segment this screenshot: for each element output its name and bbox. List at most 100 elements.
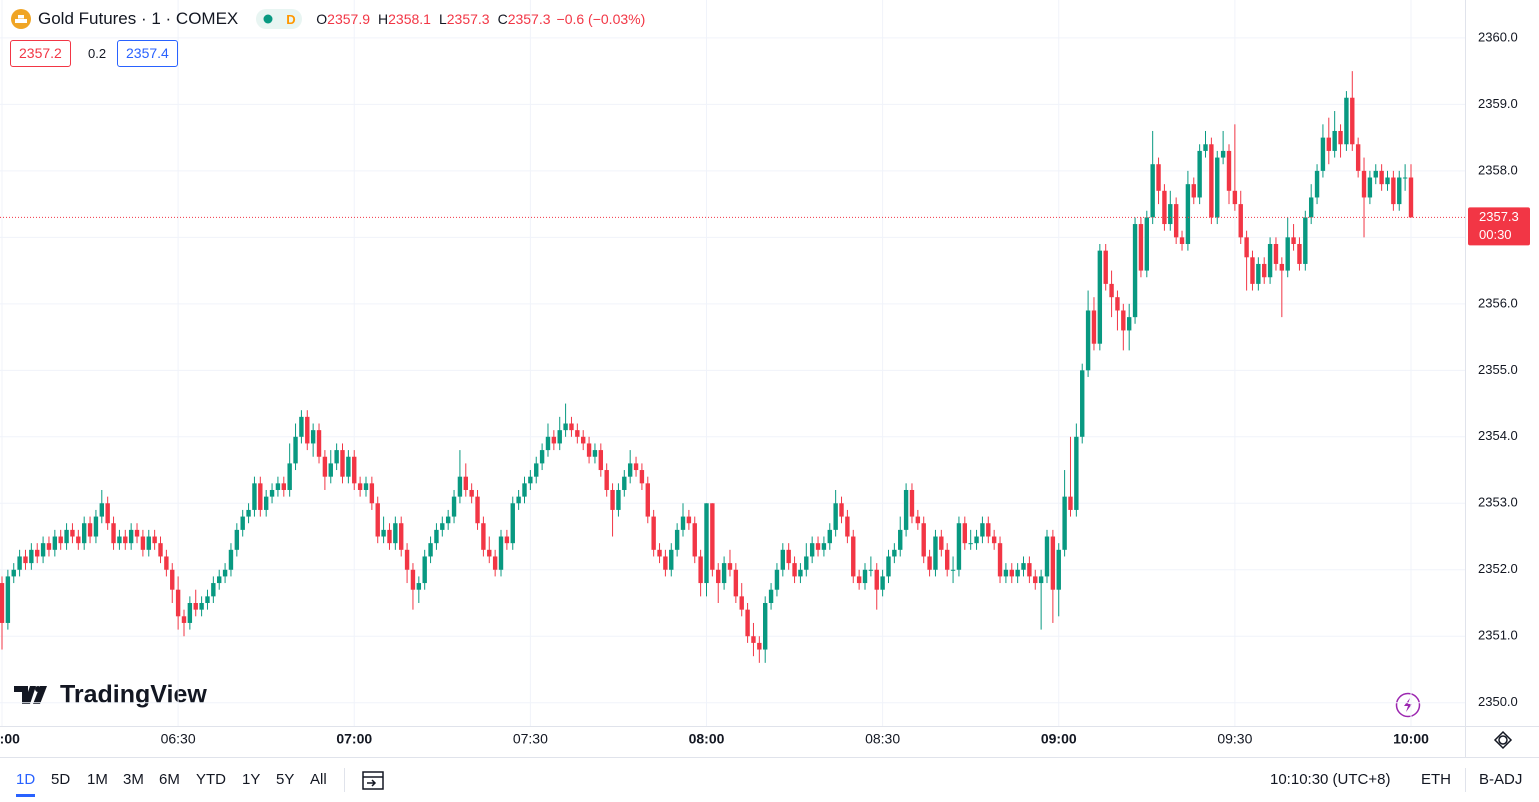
candle-body — [1279, 263, 1285, 271]
candle-body — [510, 503, 515, 544]
candle-body — [1220, 150, 1226, 158]
candle-body — [1080, 370, 1085, 437]
x-tick-label: 08:00 — [689, 731, 725, 747]
candle-body — [99, 503, 104, 517]
candle-body — [1291, 237, 1296, 244]
candle-body — [23, 556, 28, 564]
candle-body — [199, 603, 204, 610]
range-button[interactable]: 1D — [16, 771, 36, 797]
range-button[interactable]: 1Y — [242, 771, 261, 788]
candle-body — [581, 436, 586, 444]
candle-body — [1009, 569, 1014, 577]
candle-body — [399, 523, 404, 550]
candle-body — [575, 430, 580, 437]
candle-body — [205, 596, 210, 604]
candle-body — [604, 470, 609, 490]
candle-body — [1232, 190, 1238, 205]
candle-body — [1074, 436, 1079, 510]
candle-body — [786, 549, 791, 564]
ohlc-value: 2357.3 — [446, 11, 490, 27]
candle-body — [299, 416, 304, 437]
range-button[interactable]: 6M — [159, 771, 180, 788]
candle-body — [463, 476, 468, 490]
candle-body — [1021, 563, 1026, 570]
range-button[interactable]: 3M — [123, 771, 144, 788]
candle-body — [369, 483, 375, 504]
candle-body — [710, 503, 715, 570]
range-button[interactable]: 5D — [51, 771, 71, 788]
candle-body — [821, 543, 827, 550]
candle-body — [457, 476, 463, 497]
ohlc-key: O — [316, 11, 328, 27]
candle-body — [516, 496, 521, 504]
candle-body — [134, 529, 140, 537]
candle-body — [1109, 283, 1114, 298]
countdown: 00:30 — [1479, 227, 1512, 242]
candle-body — [986, 523, 991, 537]
settings[interactable] — [1493, 730, 1513, 750]
candle-body — [798, 569, 803, 577]
candle-body — [346, 456, 351, 477]
candle-body — [721, 563, 727, 584]
clock[interactable]: 10:10:30 (UTC+8) — [1270, 771, 1391, 788]
adjust[interactable]: B-ADJ — [1479, 771, 1523, 788]
candle-body — [674, 529, 680, 550]
candle-body — [357, 483, 363, 490]
goto-date[interactable] — [361, 768, 385, 792]
candle-body — [87, 523, 93, 537]
candle-body — [469, 489, 474, 497]
candle-body — [293, 436, 298, 464]
grid — [0, 0, 1465, 726]
candle-body — [152, 536, 157, 544]
candle-body — [211, 583, 216, 597]
candle-body — [1168, 204, 1173, 225]
y-tick-label: 2354.0 — [1478, 428, 1518, 443]
candle-body — [1397, 177, 1402, 205]
candle-body — [892, 549, 897, 557]
ask[interactable]: 2357.4 — [117, 40, 178, 67]
candle-body — [481, 523, 486, 550]
candle-body — [1050, 536, 1056, 590]
bolt-button[interactable] — [1395, 692, 1421, 718]
x-tick-label: 07:30 — [513, 731, 548, 747]
candle-body — [234, 529, 240, 550]
candle-body — [950, 569, 956, 571]
candle-body — [845, 516, 850, 537]
candle-body — [316, 430, 322, 457]
candle-body — [1350, 97, 1355, 145]
candle-body — [997, 543, 1003, 577]
candle-body — [340, 450, 345, 477]
range-button[interactable]: 1M — [87, 771, 108, 788]
candle-body — [557, 430, 562, 444]
candle-body — [534, 463, 539, 477]
candle-body — [1215, 157, 1220, 218]
candle-body — [451, 496, 457, 517]
candle-body — [287, 463, 292, 490]
symbol[interactable]: Gold Futures · 1 · COMEX — [38, 9, 239, 28]
candle-body — [657, 549, 662, 557]
range-button[interactable]: YTD — [196, 771, 226, 788]
x-tick-label: 10:00 — [1393, 731, 1429, 747]
candle-body — [146, 536, 151, 550]
candle-body — [252, 483, 257, 510]
candle-body — [1332, 130, 1337, 151]
candle-body — [40, 543, 46, 557]
candle-body — [422, 556, 427, 584]
candle-body — [898, 529, 903, 550]
candle-body — [827, 529, 832, 544]
candle-body — [487, 549, 492, 557]
candle-body — [903, 489, 909, 530]
candle-body — [1150, 164, 1155, 218]
bid[interactable]: 2357.2 — [10, 40, 71, 67]
candle-body — [716, 569, 721, 584]
candle-body — [1226, 150, 1232, 191]
candle-body — [692, 523, 697, 557]
candle-body — [598, 450, 604, 471]
range-button[interactable]: 5Y — [276, 771, 295, 788]
candle-body — [751, 636, 756, 643]
session[interactable]: ETH — [1421, 771, 1451, 788]
change: −0.6 (−0.03%) — [556, 11, 646, 27]
candle-body — [434, 529, 439, 544]
candle-body — [627, 463, 633, 477]
range-button[interactable]: All — [310, 771, 327, 788]
